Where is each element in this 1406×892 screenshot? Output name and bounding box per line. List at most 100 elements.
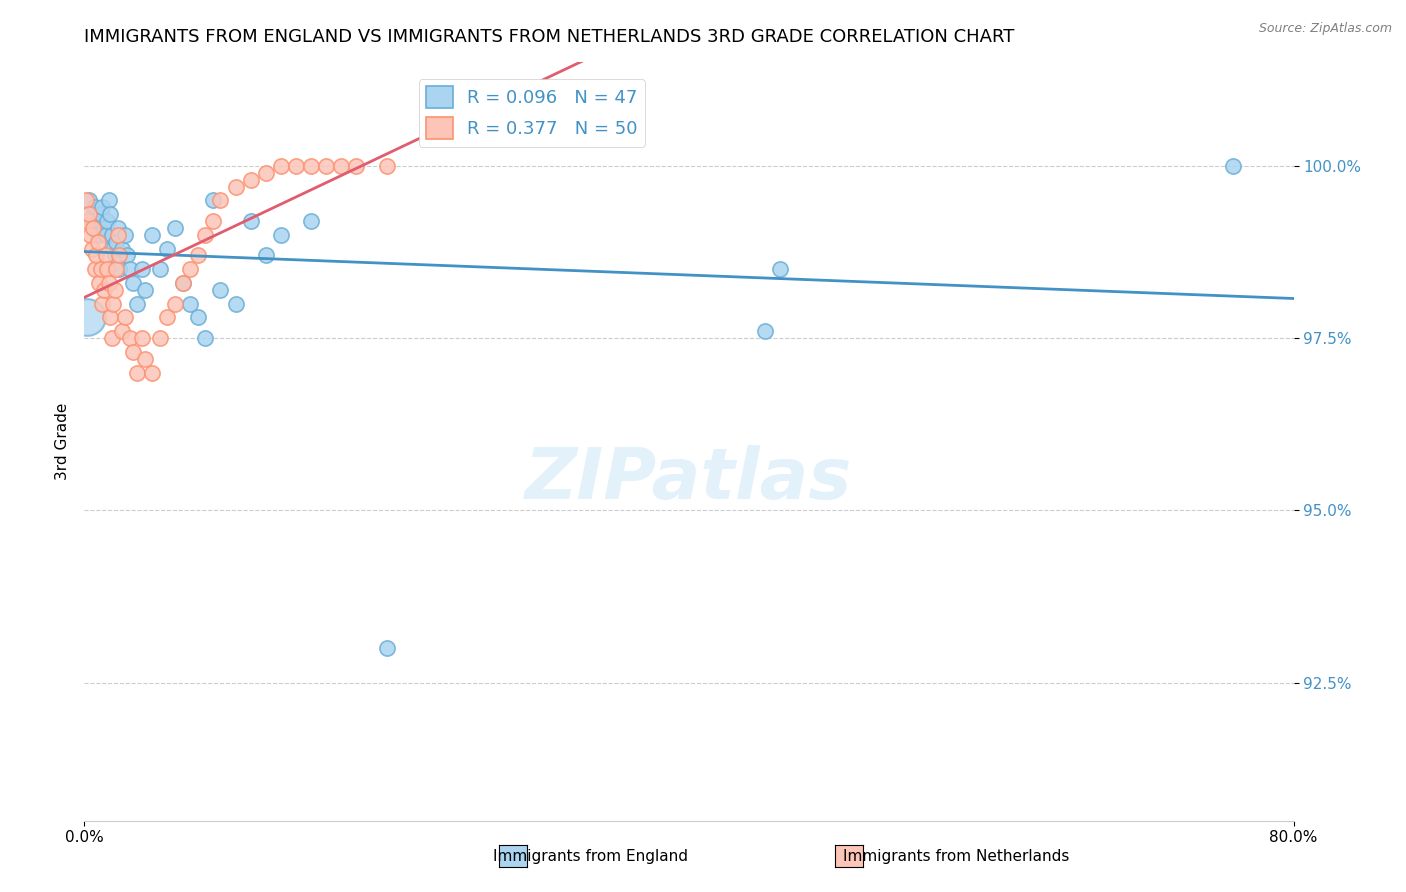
Point	[179, 262, 201, 277]
Point	[97, 194, 120, 208]
Point	[87, 235, 110, 249]
Text: ZIPatlas: ZIPatlas	[526, 445, 852, 514]
Point	[118, 331, 141, 345]
Point	[131, 262, 153, 277]
Point	[141, 366, 163, 380]
Point	[79, 227, 101, 242]
Point	[330, 159, 353, 173]
Point	[121, 345, 143, 359]
Point	[108, 262, 131, 277]
Point	[82, 207, 104, 221]
Point	[254, 248, 277, 262]
Point	[77, 207, 100, 221]
Point	[89, 214, 111, 228]
Point	[91, 200, 114, 214]
Point	[165, 220, 187, 235]
Point	[101, 242, 124, 256]
Point	[131, 331, 153, 345]
Point	[201, 214, 224, 228]
Point	[127, 366, 149, 380]
Point	[93, 283, 115, 297]
Point	[107, 220, 129, 235]
Point	[76, 310, 98, 325]
Text: Immigrants from Netherlands: Immigrants from Netherlands	[842, 849, 1070, 863]
Point	[270, 159, 292, 173]
Point	[105, 235, 128, 249]
Point	[76, 214, 98, 228]
Point	[299, 159, 322, 173]
Point	[375, 641, 398, 656]
Point	[346, 159, 368, 173]
Point	[101, 296, 124, 310]
Point	[239, 214, 262, 228]
Point	[86, 220, 108, 235]
Point	[165, 296, 187, 310]
Point	[93, 220, 115, 235]
Point	[111, 242, 134, 256]
Point	[149, 262, 172, 277]
Point	[118, 262, 141, 277]
Point	[82, 220, 104, 235]
Y-axis label: 3rd Grade: 3rd Grade	[55, 403, 70, 480]
Point	[225, 296, 247, 310]
Point	[107, 227, 129, 242]
Point	[201, 194, 224, 208]
Point	[270, 227, 292, 242]
Point	[84, 262, 107, 277]
Point	[299, 214, 322, 228]
Point	[77, 194, 100, 208]
Point	[149, 331, 172, 345]
Point	[194, 331, 217, 345]
Point	[89, 276, 111, 290]
Point	[80, 214, 103, 228]
Point	[754, 324, 776, 338]
Point	[254, 166, 277, 180]
Point	[104, 248, 127, 262]
Point	[172, 276, 194, 290]
Point	[225, 179, 247, 194]
Point	[96, 262, 118, 277]
Point	[111, 324, 134, 338]
Point	[127, 296, 149, 310]
Point	[75, 194, 97, 208]
Point	[156, 242, 179, 256]
Point	[96, 214, 118, 228]
Point	[1222, 159, 1244, 173]
Point	[114, 310, 136, 325]
Point	[80, 242, 103, 256]
Point	[172, 276, 194, 290]
Point	[108, 248, 131, 262]
Point	[179, 296, 201, 310]
Text: Immigrants from England: Immigrants from England	[494, 849, 688, 863]
Point	[98, 207, 121, 221]
Point	[209, 194, 232, 208]
Point	[104, 283, 127, 297]
Point	[141, 227, 163, 242]
Text: Source: ZipAtlas.com: Source: ZipAtlas.com	[1258, 22, 1392, 36]
Point	[94, 227, 117, 242]
Point	[194, 227, 217, 242]
Point	[209, 283, 232, 297]
Legend: R = 0.096   N = 47, R = 0.377   N = 50: R = 0.096 N = 47, R = 0.377 N = 50	[419, 79, 645, 146]
Point	[94, 248, 117, 262]
Point	[84, 200, 107, 214]
Point	[90, 207, 112, 221]
Point	[187, 248, 209, 262]
Text: IMMIGRANTS FROM ENGLAND VS IMMIGRANTS FROM NETHERLANDS 3RD GRADE CORRELATION CHA: IMMIGRANTS FROM ENGLAND VS IMMIGRANTS FR…	[84, 28, 1015, 45]
Point	[187, 310, 209, 325]
Point	[98, 310, 121, 325]
Point	[134, 283, 156, 297]
Point	[375, 159, 398, 173]
Point	[100, 331, 122, 345]
Point	[769, 262, 792, 277]
Point	[156, 310, 179, 325]
Point	[90, 262, 112, 277]
Point	[100, 227, 122, 242]
Point	[91, 296, 114, 310]
Point	[105, 262, 128, 277]
Point	[121, 276, 143, 290]
Point	[239, 172, 262, 186]
Point	[87, 227, 110, 242]
Point	[134, 351, 156, 366]
Point	[315, 159, 337, 173]
